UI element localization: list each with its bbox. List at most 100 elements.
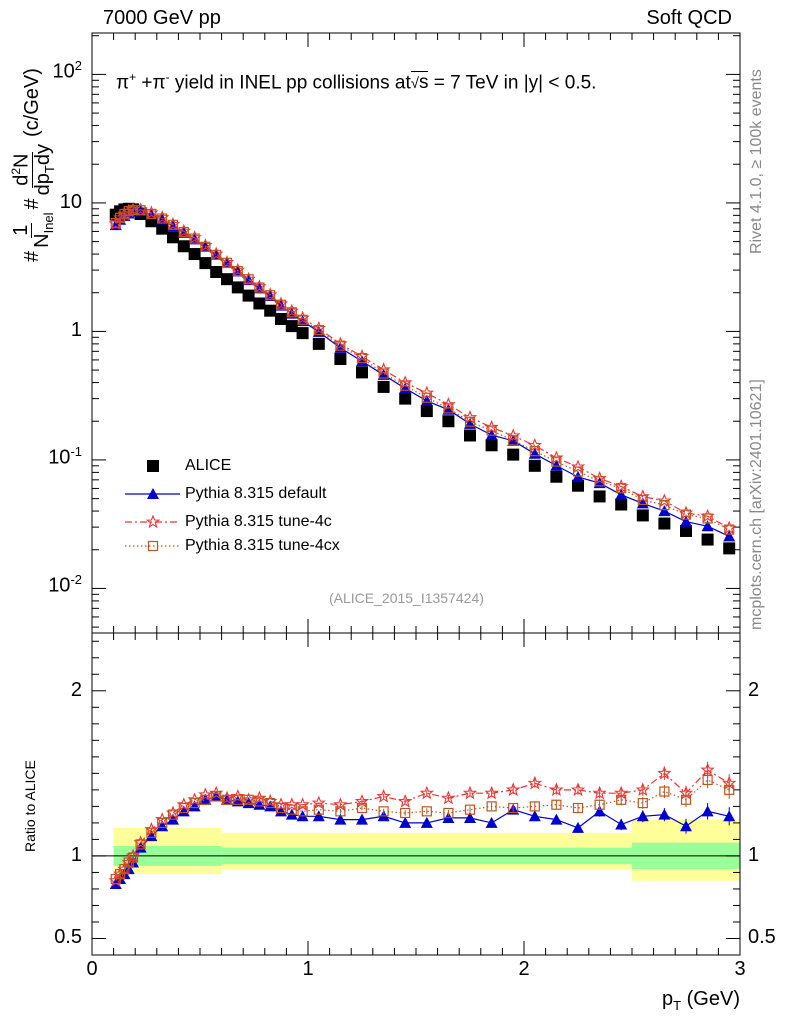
tune4cx-point: [421, 392, 432, 403]
ratio-y-tick-label: 2: [70, 678, 82, 701]
default-point: [550, 459, 563, 471]
data-series: [109, 202, 736, 889]
x-label-unit: (GeV): [681, 988, 740, 1010]
tune4cx-ratio-line: [115, 779, 730, 880]
y-axis-label: # 1 NInel # d2N dpTdy (c/GeV): [9, 68, 57, 262]
default-point: [275, 805, 287, 817]
default-point: [658, 808, 671, 820]
tune4cx-point: [313, 804, 324, 815]
default-point: [464, 811, 476, 823]
tune4cx-point: [378, 368, 389, 379]
x-label-p: p: [662, 988, 674, 1010]
title-end: = 7 TeV in |y| < 0.5.: [428, 72, 597, 94]
y-tick-label: 1: [70, 319, 82, 342]
tune4cx-point: [508, 802, 519, 814]
alice-point: [156, 222, 169, 235]
tune4cx-point: [286, 307, 297, 318]
title-mid: yield in INEL pp collisions at: [169, 72, 411, 94]
alice-point: [485, 439, 498, 452]
alice-point: [210, 266, 223, 279]
tune4cx-point: [135, 839, 146, 850]
tune4cx-point: [297, 806, 308, 817]
legend-item-tune4c: Pythia 8.315 tune-4c: [125, 510, 332, 534]
y-label-t: T: [41, 165, 57, 174]
tune4cx-point: [594, 476, 605, 487]
default-point: [701, 520, 714, 532]
tune4cx-point: [232, 794, 243, 805]
alice-point: [312, 337, 325, 350]
tune4cx-point: [135, 205, 146, 216]
default-point: [253, 798, 266, 810]
tune4cx-point: [265, 290, 276, 301]
ratio-y-tick-label-right: 1: [748, 843, 760, 866]
tune4cx-point: [356, 802, 368, 814]
tune4cx-point: [464, 804, 476, 815]
alice-point: [221, 273, 233, 286]
alice-point: [253, 297, 266, 310]
legend-label-default: Pythia 8.315 default: [185, 485, 327, 502]
tune4cx-point: [221, 794, 233, 805]
tune4cx-point: [167, 809, 179, 820]
tune4cx-point: [200, 241, 211, 252]
alice-point: [615, 498, 628, 511]
default-point: [356, 813, 368, 825]
tune4cx-point: [616, 794, 627, 805]
default-point: [701, 805, 714, 817]
title-pi: π: [116, 72, 130, 94]
tune4cx-point: [400, 807, 411, 819]
default-point: [177, 805, 190, 817]
alice-point: [188, 248, 201, 261]
alice-point: [507, 448, 520, 461]
default-point: [264, 800, 277, 812]
alice-point: [420, 405, 433, 418]
default-point: [507, 434, 520, 446]
tune4cx-point: [356, 353, 368, 364]
beam-energy-label: 7000 GeV pp: [103, 7, 221, 29]
title-minus-sup: -: [165, 70, 170, 84]
tune4cx-point: [702, 513, 713, 524]
tune4cx-point: [335, 806, 346, 817]
tune4cx-point: [232, 265, 243, 277]
tune4cx-point: [702, 774, 713, 786]
default-point: [145, 830, 158, 842]
series-tune4cx: [110, 204, 735, 885]
alice-point: [167, 231, 179, 244]
default-point: [199, 793, 212, 805]
tune4cx-point: [275, 802, 287, 814]
alice-point: [275, 312, 287, 325]
tune4cx-point: [167, 219, 179, 230]
default-point: [593, 805, 606, 817]
tune4cx-point: [127, 204, 139, 216]
process-label: Soft QCD: [646, 7, 732, 29]
default-point: [680, 515, 692, 527]
x-tick-label: 0: [86, 958, 98, 980]
tune4cx-point: [421, 806, 432, 817]
legend-item-default: Pythia 8.315 default: [125, 482, 326, 506]
title-sqrt-s: √s: [410, 71, 429, 94]
default-point: [636, 810, 649, 822]
default-point: [615, 488, 628, 500]
tune4cx-point: [529, 446, 540, 457]
alice-point: [593, 490, 606, 503]
tune4cx-point: [178, 802, 189, 814]
tune4cx-point: [486, 425, 497, 436]
legend-symbols: [125, 460, 180, 552]
default-point: [680, 820, 692, 832]
y-label-hash1: #: [21, 250, 44, 262]
tune4cx-point: [680, 509, 692, 520]
y-label-num-n: N: [10, 153, 33, 168]
tune4cx-point: [157, 817, 168, 828]
alice-point: [723, 542, 736, 555]
y-tick-label: 10-1: [48, 443, 82, 469]
tune4cx-point: [464, 416, 476, 427]
x-tick-label: 2: [518, 958, 530, 980]
plot-title: π+ +π- yield in INEL pp collisions at√s …: [116, 70, 596, 94]
tune4cx-point: [486, 801, 497, 812]
default-point: [420, 816, 433, 828]
mcplots-label: mcplots.cern.ch [arXiv:2401.10621]: [748, 379, 765, 630]
legend-label-tune4cx: Pythia 8.315 tune-4cx: [185, 537, 340, 554]
ratio-y-tick-label-right: 2: [748, 678, 760, 701]
tune4cx-point: [529, 801, 540, 812]
tune4cx-point: [637, 494, 648, 506]
tune4cx-point: [443, 807, 454, 819]
